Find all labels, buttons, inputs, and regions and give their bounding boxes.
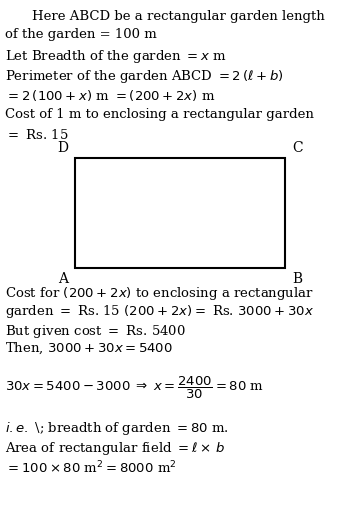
Text: D: D [57, 141, 68, 155]
Text: Area of rectangular field $= \ell \times\, b$: Area of rectangular field $= \ell \times… [5, 440, 225, 457]
Text: Cost of 1 m to enclosing a rectangular garden: Cost of 1 m to enclosing a rectangular g… [5, 108, 314, 121]
Text: Perimeter of the garden ABCD $= 2\,(\ell+ b)$: Perimeter of the garden ABCD $= 2\,(\ell… [5, 68, 284, 85]
Text: B: B [292, 272, 302, 286]
Text: Cost for $(200 + 2x)$ to enclosing a rectangular: Cost for $(200 + 2x)$ to enclosing a rec… [5, 285, 314, 302]
Text: $= 2\,(100 + x)$ m $= (200 + 2x)$ m: $= 2\,(100 + x)$ m $= (200 + 2x)$ m [5, 88, 215, 103]
Text: Here ABCD be a rectangular garden length: Here ABCD be a rectangular garden length [32, 10, 325, 23]
Text: Then, $3000 + 30x = 5400$: Then, $3000 + 30x = 5400$ [5, 341, 173, 356]
Text: But given cost $=$ Rs. 5400: But given cost $=$ Rs. 5400 [5, 323, 186, 340]
Text: $= $ Rs. 15: $= $ Rs. 15 [5, 128, 69, 142]
Text: Let Breadth of the garden $= x$ m: Let Breadth of the garden $= x$ m [5, 48, 227, 65]
Text: $= 100 \times 80$ m$^2 = 8000$ m$^2$: $= 100 \times 80$ m$^2 = 8000$ m$^2$ [5, 460, 177, 477]
Text: A: A [58, 272, 68, 286]
Text: $i.e.$ \; breadth of garden $= 80$ m.: $i.e.$ \; breadth of garden $= 80$ m. [5, 420, 228, 437]
Bar [75, 158, 285, 268]
Text: C: C [292, 141, 303, 155]
Text: $30x = 5400 - 3000 \;\Rightarrow\; x = \dfrac{2400}{30} = 80$ m: $30x = 5400 - 3000 \;\Rightarrow\; x = \… [5, 375, 264, 401]
Text: garden $=$ Rs. 15 $(200 + 2x) =$ Rs. $3000 + 30x$: garden $=$ Rs. 15 $(200 + 2x) =$ Rs. $30… [5, 303, 314, 320]
Text: of the garden = 100 m: of the garden = 100 m [5, 28, 157, 41]
